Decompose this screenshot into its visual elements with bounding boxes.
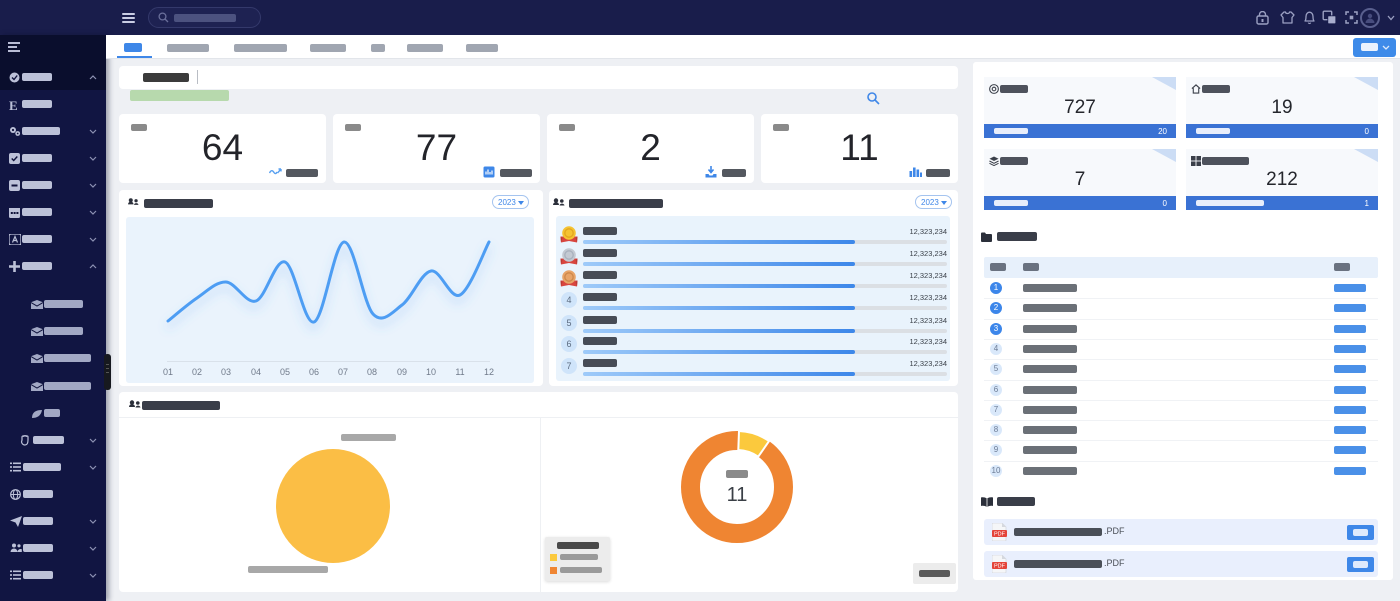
svg-text:PDF: PDF [994,532,1006,538]
svg-text:PDF: PDF [994,564,1006,570]
